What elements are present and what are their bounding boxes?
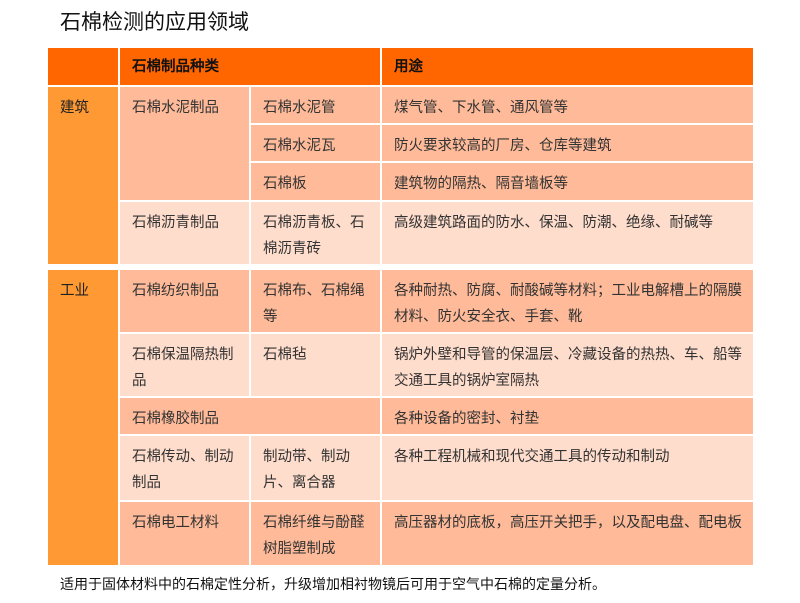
table-row: 石棉电工材料 石棉纤维与酚醛树脂塑制成 高压器材的底板，高压开关把手，以及配电盘… [48, 502, 753, 565]
item-use: 锅炉外壁和导管的保温层、冷藏设备的热热、车、船等交通工具的锅炉室隔热 [382, 334, 753, 396]
group-name: 石棉沥青制品 [120, 202, 249, 264]
item-use: 各种设备的密封、衬垫 [382, 398, 753, 434]
table-row: 工业 石棉纺织制品 石棉布、石棉绳等 各种耐热、防腐、耐酸碱等材料；工业电解槽上… [48, 270, 753, 565]
table-row: 石棉保温隔热制品 石棉毡 锅炉外壁和导管的保温层、冷藏设备的热热、车、船等交通工… [48, 334, 753, 396]
footnote: 适用于固体材料中的石棉定性分析，升级增加相衬物镜后可用于空气中石棉的定量分析。 [60, 577, 606, 593]
item-name: 制动带、制动片、离合器 [251, 436, 380, 500]
item-use: 高压器材的底板，高压开关把手，以及配电盘、配电板 [382, 502, 753, 565]
group-name: 石棉电工材料 [120, 502, 249, 565]
item-use: 各种耐热、防腐、耐酸碱等材料；工业电解槽上的隔膜材料、防火安全衣、手套、靴 [382, 270, 753, 332]
table-row: 石棉板 建筑物的隔热、隔音墙板等 [48, 163, 753, 200]
table-row: 石棉传动、制动制品 制动带、制动片、离合器 各种工程机械和现代交通工具的传动和制… [48, 436, 753, 500]
table-row: 石棉沥青制品 石棉沥青板、石棉沥青砖 高级建筑路面的防水、保温、防潮、绝缘、耐碱… [48, 202, 753, 264]
group-name: 石棉保温隔热制品 [120, 334, 249, 396]
asbestos-application-table: 石棉制品种类 用途 建筑 石棉水泥制品 石棉水泥管 煤气管、下水管、通风管等 石… [46, 46, 755, 567]
item-use: 防火要求较高的厂房、仓库等建筑 [382, 125, 753, 161]
page-title: 石棉检测的应用领域 [60, 10, 249, 34]
header-use: 用途 [382, 48, 753, 85]
table-row: 石棉橡胶制品 各种设备的密封、衬垫 [48, 398, 753, 434]
group-name: 石棉纺织制品 [120, 270, 249, 332]
item-name: 石棉毡 [251, 334, 380, 396]
item-name: 石棉沥青板、石棉沥青砖 [251, 202, 380, 264]
group-name: 石棉水泥制品 [120, 87, 249, 200]
group-name: 石棉橡胶制品 [120, 398, 380, 434]
table-row: 石棉水泥瓦 防火要求较高的厂房、仓库等建筑 [48, 125, 753, 161]
item-name: 石棉板 [251, 163, 380, 200]
item-use: 各种工程机械和现代交通工具的传动和制动 [382, 436, 753, 500]
table-row: 建筑 石棉水泥制品 石棉水泥管 煤气管、下水管、通风管等 [48, 87, 753, 264]
item-use: 建筑物的隔热、隔音墙板等 [382, 163, 753, 200]
group-name: 石棉传动、制动制品 [120, 436, 249, 500]
item-name: 石棉水泥瓦 [251, 125, 380, 161]
category-building: 建筑 [48, 87, 118, 264]
header-row: 石棉制品种类 用途 [48, 48, 753, 85]
item-name: 石棉纤维与酚醛树脂塑制成 [251, 502, 380, 565]
item-name: 石棉布、石棉绳等 [251, 270, 380, 332]
item-name: 石棉水泥管 [251, 87, 380, 123]
item-use: 高级建筑路面的防水、保温、防潮、绝缘、耐碱等 [382, 202, 753, 264]
item-use: 煤气管、下水管、通风管等 [382, 87, 753, 123]
category-industry: 工业 [48, 270, 118, 565]
header-kind: 石棉制品种类 [120, 48, 380, 85]
